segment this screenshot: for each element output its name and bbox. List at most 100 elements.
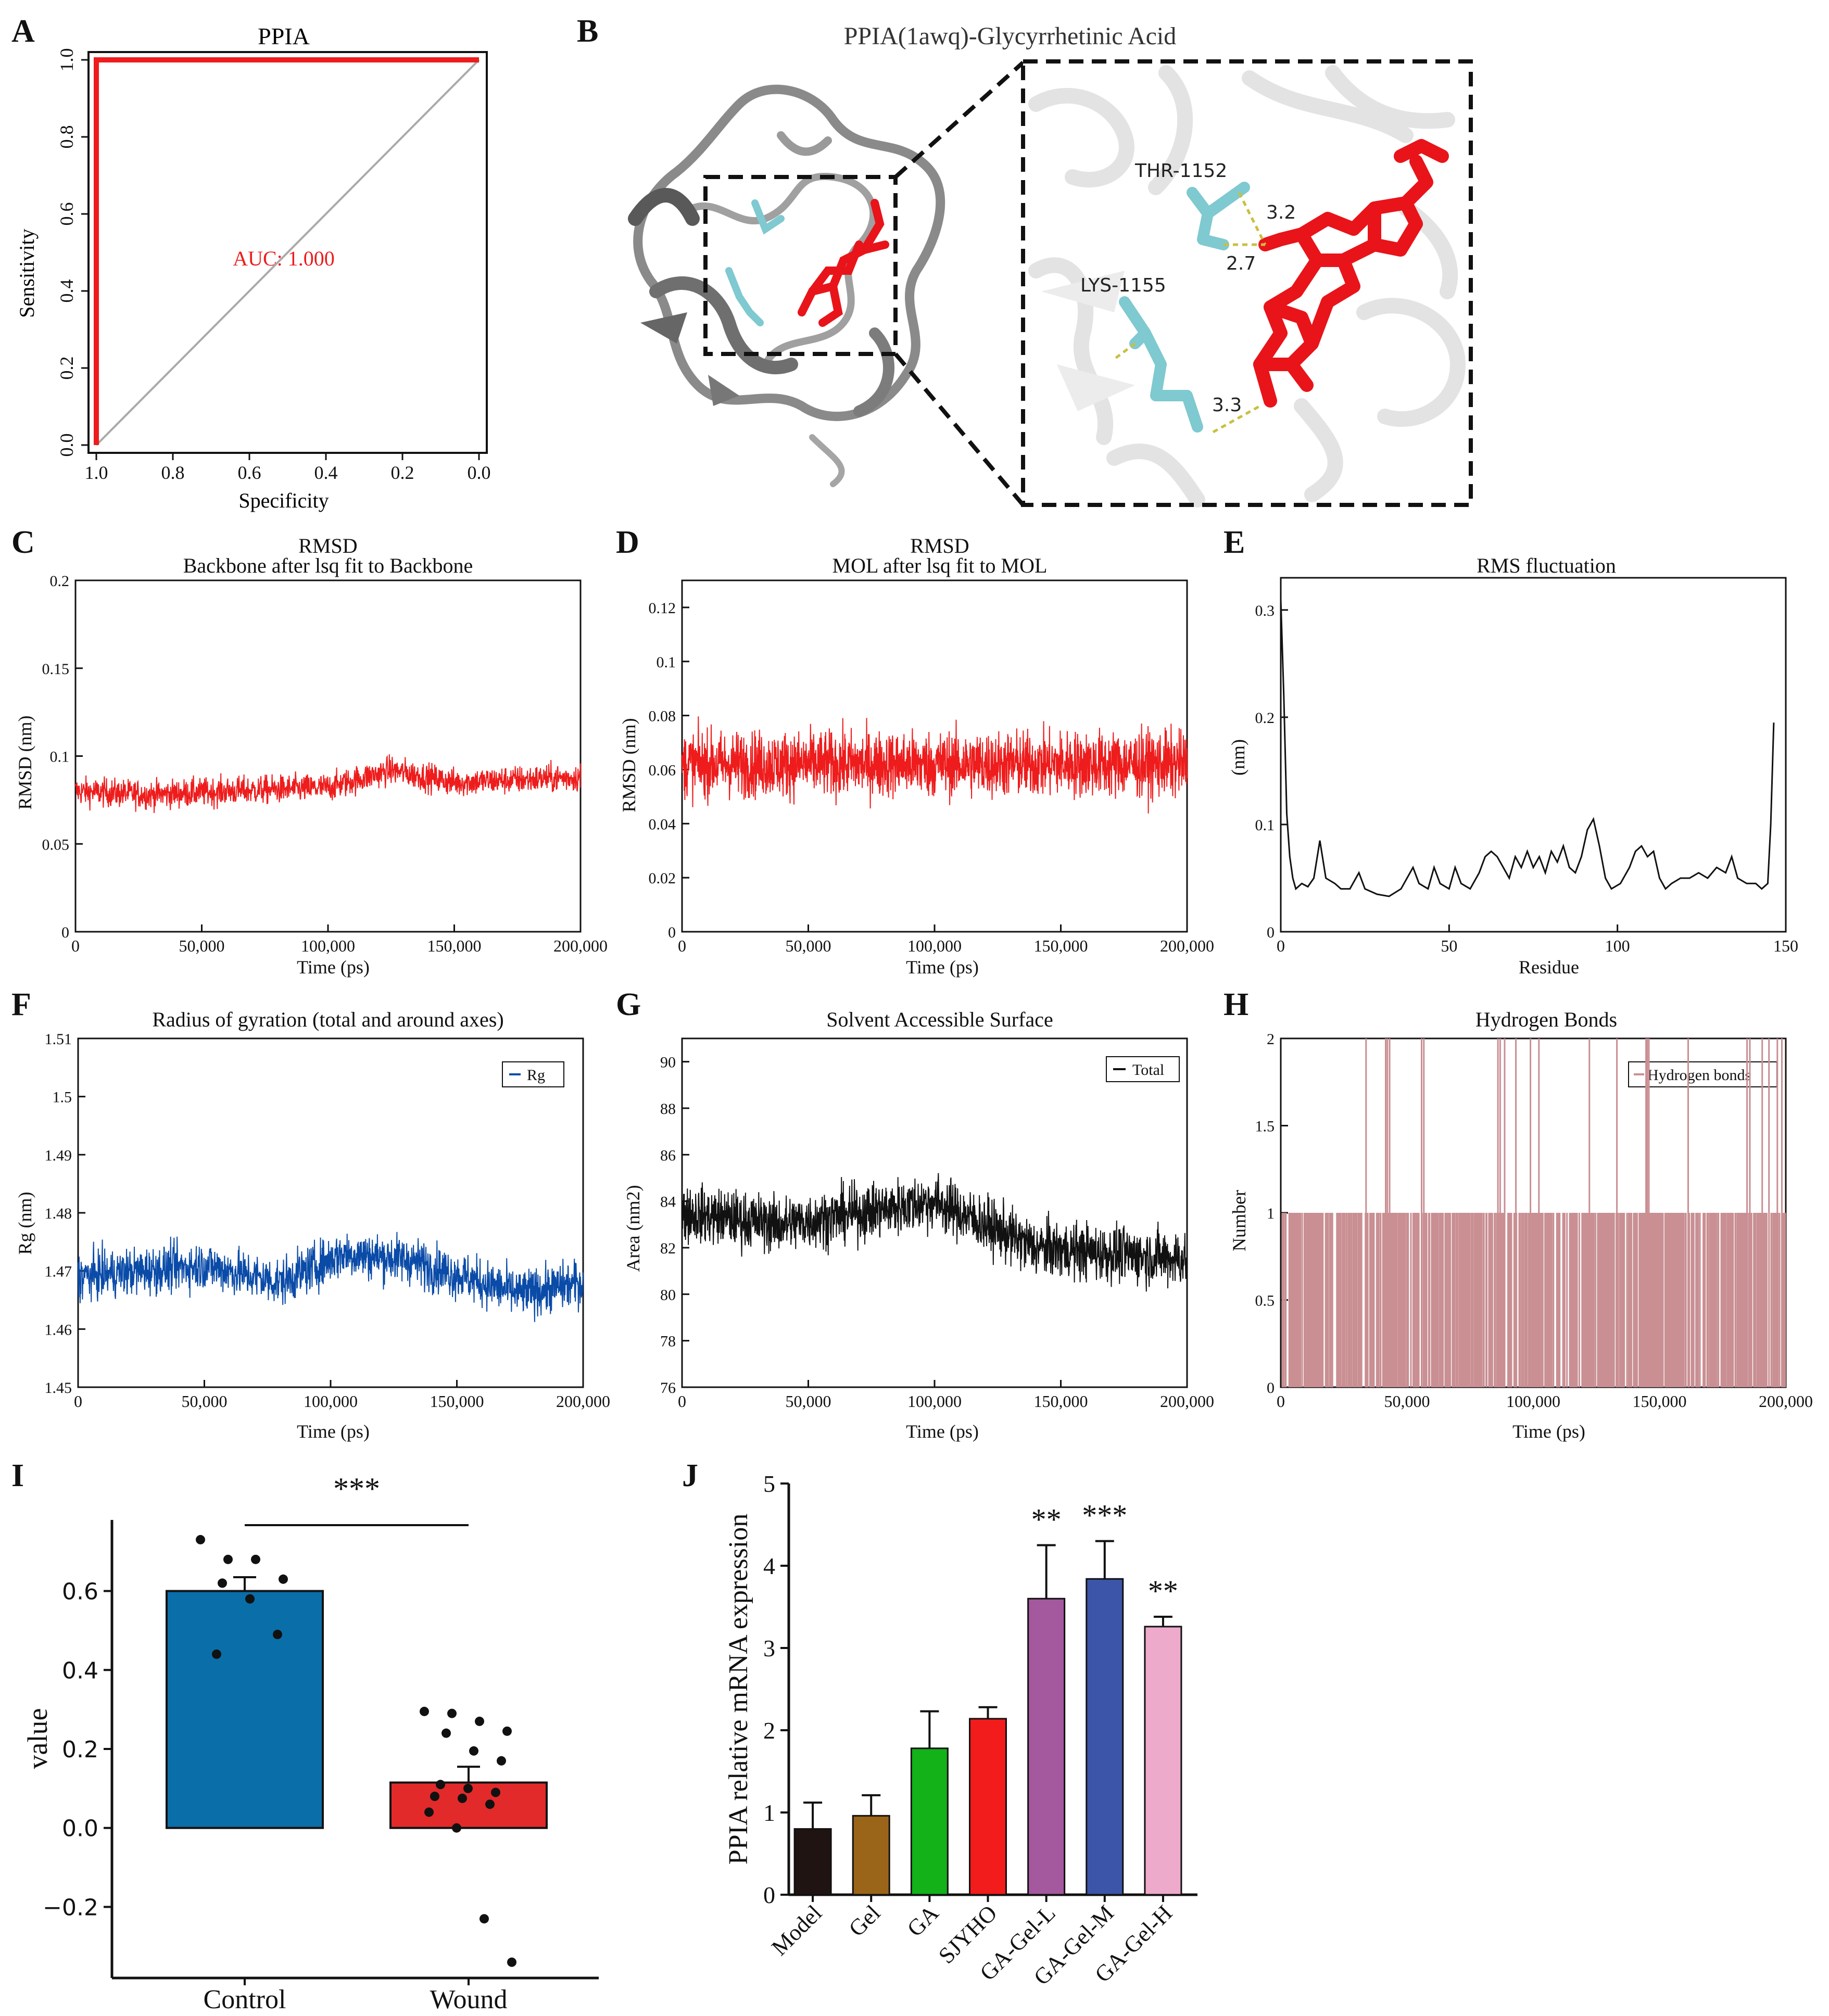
structure-title: PPIA(1awq)-Glycyrrhetinic Acid [844,22,1177,50]
zoom-sheet-2 [1057,364,1135,411]
roc-y-tick-label: 0.4 [56,280,77,303]
i-x-tick-label: Control [204,1985,286,2014]
hbond-x-tick-label: 150,000 [1633,1392,1687,1411]
roc-x-tick-label: 1.0 [85,462,108,483]
rmsd-backbone-x-tick-label: 200,000 [553,936,608,955]
c-xlabel: Time (ps) [297,957,370,978]
f-ylabel: Rg (nm) [15,1192,35,1255]
i-data-point [424,1807,434,1817]
roc-x-tick-label: 0.8 [161,462,185,483]
hbond-y-tick-label: 0.5 [1255,1292,1275,1310]
rmsd-mol-x-tick-label: 100,000 [907,936,962,955]
label-dist-2: 2.7 [1226,253,1256,274]
f-title: Radius of gyration (total and around axe… [152,1008,503,1031]
g-title: Solvent Accessible Surface [826,1008,1053,1031]
i-data-point [469,1746,478,1756]
i-bar-control [166,1590,324,1829]
rmsf-x-tick-label: 0 [1277,936,1285,955]
j-significance-label: *** [1082,1499,1127,1532]
ligand-overview [798,199,889,327]
hbond-series [1281,1038,1786,1387]
roc-x-tick-label: 0.0 [468,462,491,483]
rmsf-line [1280,599,1775,897]
zoom-line-top [894,61,1025,179]
zoom-cartoon [1028,65,1466,508]
c-title: RMSD [298,534,357,557]
gyration-y-tick-label: 1.45 [45,1379,72,1397]
rmsd-backbone-y-tick-label: 0 [61,924,69,941]
i-y-tick-label: 0.2 [62,1736,98,1763]
j-y-tick-label: 5 [763,1470,775,1497]
rmsd-mol-y-tick-label: 0.1 [657,654,676,671]
i-ylabel: value [22,1708,53,1769]
gyration-x-tick-label: 50,000 [182,1392,228,1411]
i-data-point [507,1957,516,1967]
c-subtitle: Backbone after lsq fit to Backbone [183,554,473,577]
roc-auc-annotation: AUC: 1.000 [233,247,335,270]
hbond-x-tick-label: 50,000 [1384,1392,1430,1411]
rmsf-y-tick-label: 0.1 [1255,817,1275,834]
h-xlabel: Time (ps) [1512,1421,1585,1442]
i-data-point [497,1756,506,1766]
h-ylabel: Number [1229,1190,1250,1251]
f-legend-label: Rg [527,1067,545,1084]
label-thr: THR-1152 [1134,160,1227,182]
hbond-x-tick-label: 200,000 [1759,1392,1813,1411]
sasa-x-tick-label: 150,000 [1034,1392,1088,1411]
zoom-box-large [1021,59,1473,507]
i-y-tick-label: −0.2 [43,1894,98,1921]
rmsd-backbone-y-tick-label: 0.1 [50,749,70,766]
i-data-point [223,1554,233,1564]
roc-x-tick-label: 0.2 [391,462,414,483]
gyration-y-tick-label: 1.46 [45,1321,72,1338]
gyration-y-tick-label: 1.47 [45,1263,72,1280]
d-subtitle: MOL after lsq fit to MOL [832,554,1048,577]
rmsd-mol-y-tick-label: 0.02 [649,870,676,887]
j-bar-sjyho [969,1718,1007,1896]
i-data-point [212,1649,221,1659]
rmsf-x-tick-label: 100 [1605,936,1630,955]
i-x-tick-label: Wound [430,1985,508,2014]
roc-y-tick-label: 0.2 [56,357,77,380]
i-data-point [430,1792,439,1802]
j-y-tick-label: 4 [763,1553,775,1579]
hbond-lines [1113,192,1267,434]
sasa-x-tick-label: 0 [678,1392,686,1411]
docking-structure: PPIA(1awq)-Glycyrrhetinic Acid [628,22,1473,508]
roc-chart: PPIA Specificity Sensitivity AUC: 1.000 [15,23,335,512]
gyration-y-tick-label: 1.49 [45,1147,72,1164]
h-title: Hydrogen Bonds [1475,1008,1617,1031]
label-lys: LYS-1155 [1080,275,1166,296]
label-dist-1: 3.2 [1266,202,1296,223]
j-bar-ga [910,1747,949,1896]
gyration-y-tick-label: 1.5 [53,1089,72,1106]
sasa-x-tick-label: 100,000 [907,1392,962,1411]
panel-letter-d: D [616,525,639,560]
sasa-y-tick-label: 80 [660,1286,676,1303]
rmsd-mol-series-line [682,716,1188,814]
i-data-point [458,1793,467,1803]
i-data-point [196,1535,205,1544]
i-data-point [447,1708,457,1718]
sasa-y-tick-label: 90 [660,1054,676,1071]
panel-letter-g: G [616,987,641,1022]
protein-overview [628,84,945,487]
j-y-tick-label: 1 [763,1799,775,1826]
label-dist-3: 3.3 [1212,395,1242,416]
zoom-box-small [703,175,898,356]
hbond-y-tick-label: 0 [1267,1379,1275,1397]
i-data-point [251,1554,260,1564]
g-legend-box [1106,1056,1180,1082]
gyration-x-tick-label: 200,000 [556,1392,610,1411]
h-legend-label: Hydrogen bonds [1647,1067,1751,1084]
c-ylabel: RMSD (nm) [15,715,35,809]
g-legend-label: Total [1132,1061,1164,1079]
panel-letter-i: I [11,1458,24,1493]
rmsf-y-tick-label: 0.3 [1255,602,1275,619]
rmsd-mol-y-tick-label: 0.08 [649,708,676,725]
j-bar-gel [852,1815,890,1896]
j-y-tick-label: 2 [763,1717,775,1744]
roc-y-tick-label: 1.0 [56,48,77,72]
i-data-point [218,1578,227,1588]
